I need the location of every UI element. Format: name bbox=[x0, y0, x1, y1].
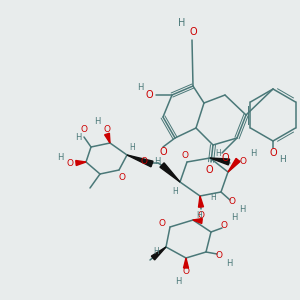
Text: H: H bbox=[250, 148, 256, 158]
Polygon shape bbox=[210, 158, 230, 165]
Text: H: H bbox=[280, 155, 286, 164]
Polygon shape bbox=[199, 196, 203, 207]
Text: H: H bbox=[94, 118, 100, 127]
Text: H: H bbox=[231, 214, 237, 223]
Text: O: O bbox=[197, 211, 205, 220]
Text: O: O bbox=[80, 125, 88, 134]
Text: O: O bbox=[67, 158, 73, 167]
Text: O: O bbox=[118, 173, 125, 182]
Text: H: H bbox=[154, 158, 160, 166]
Polygon shape bbox=[127, 155, 153, 167]
Text: H: H bbox=[178, 18, 186, 28]
Text: O: O bbox=[103, 125, 110, 134]
Text: H: H bbox=[175, 278, 181, 286]
Text: O: O bbox=[189, 27, 197, 37]
Text: O: O bbox=[145, 90, 153, 100]
Text: H: H bbox=[75, 133, 81, 142]
Polygon shape bbox=[152, 247, 166, 260]
Text: H: H bbox=[153, 248, 159, 256]
Text: O: O bbox=[159, 147, 167, 157]
Polygon shape bbox=[76, 160, 86, 166]
Text: H: H bbox=[172, 188, 178, 196]
Polygon shape bbox=[184, 258, 188, 268]
Text: H: H bbox=[210, 193, 216, 202]
Text: O: O bbox=[140, 158, 148, 166]
Text: O: O bbox=[221, 153, 229, 163]
Text: O: O bbox=[239, 157, 247, 166]
Text: H: H bbox=[57, 154, 63, 163]
Text: O: O bbox=[269, 148, 277, 158]
Text: H: H bbox=[196, 211, 202, 220]
Text: H: H bbox=[137, 83, 143, 92]
Text: O: O bbox=[229, 197, 236, 206]
Text: H: H bbox=[215, 148, 221, 158]
Text: O: O bbox=[182, 268, 190, 277]
Polygon shape bbox=[105, 133, 110, 143]
Polygon shape bbox=[193, 218, 202, 224]
Text: O: O bbox=[182, 151, 188, 160]
Text: H: H bbox=[239, 206, 245, 214]
Polygon shape bbox=[228, 158, 240, 172]
Text: O: O bbox=[158, 220, 166, 229]
Text: O: O bbox=[205, 165, 213, 175]
Polygon shape bbox=[160, 163, 180, 182]
Text: O: O bbox=[215, 251, 223, 260]
Text: H: H bbox=[226, 260, 232, 268]
Text: O: O bbox=[220, 220, 227, 230]
Text: H: H bbox=[129, 143, 135, 152]
